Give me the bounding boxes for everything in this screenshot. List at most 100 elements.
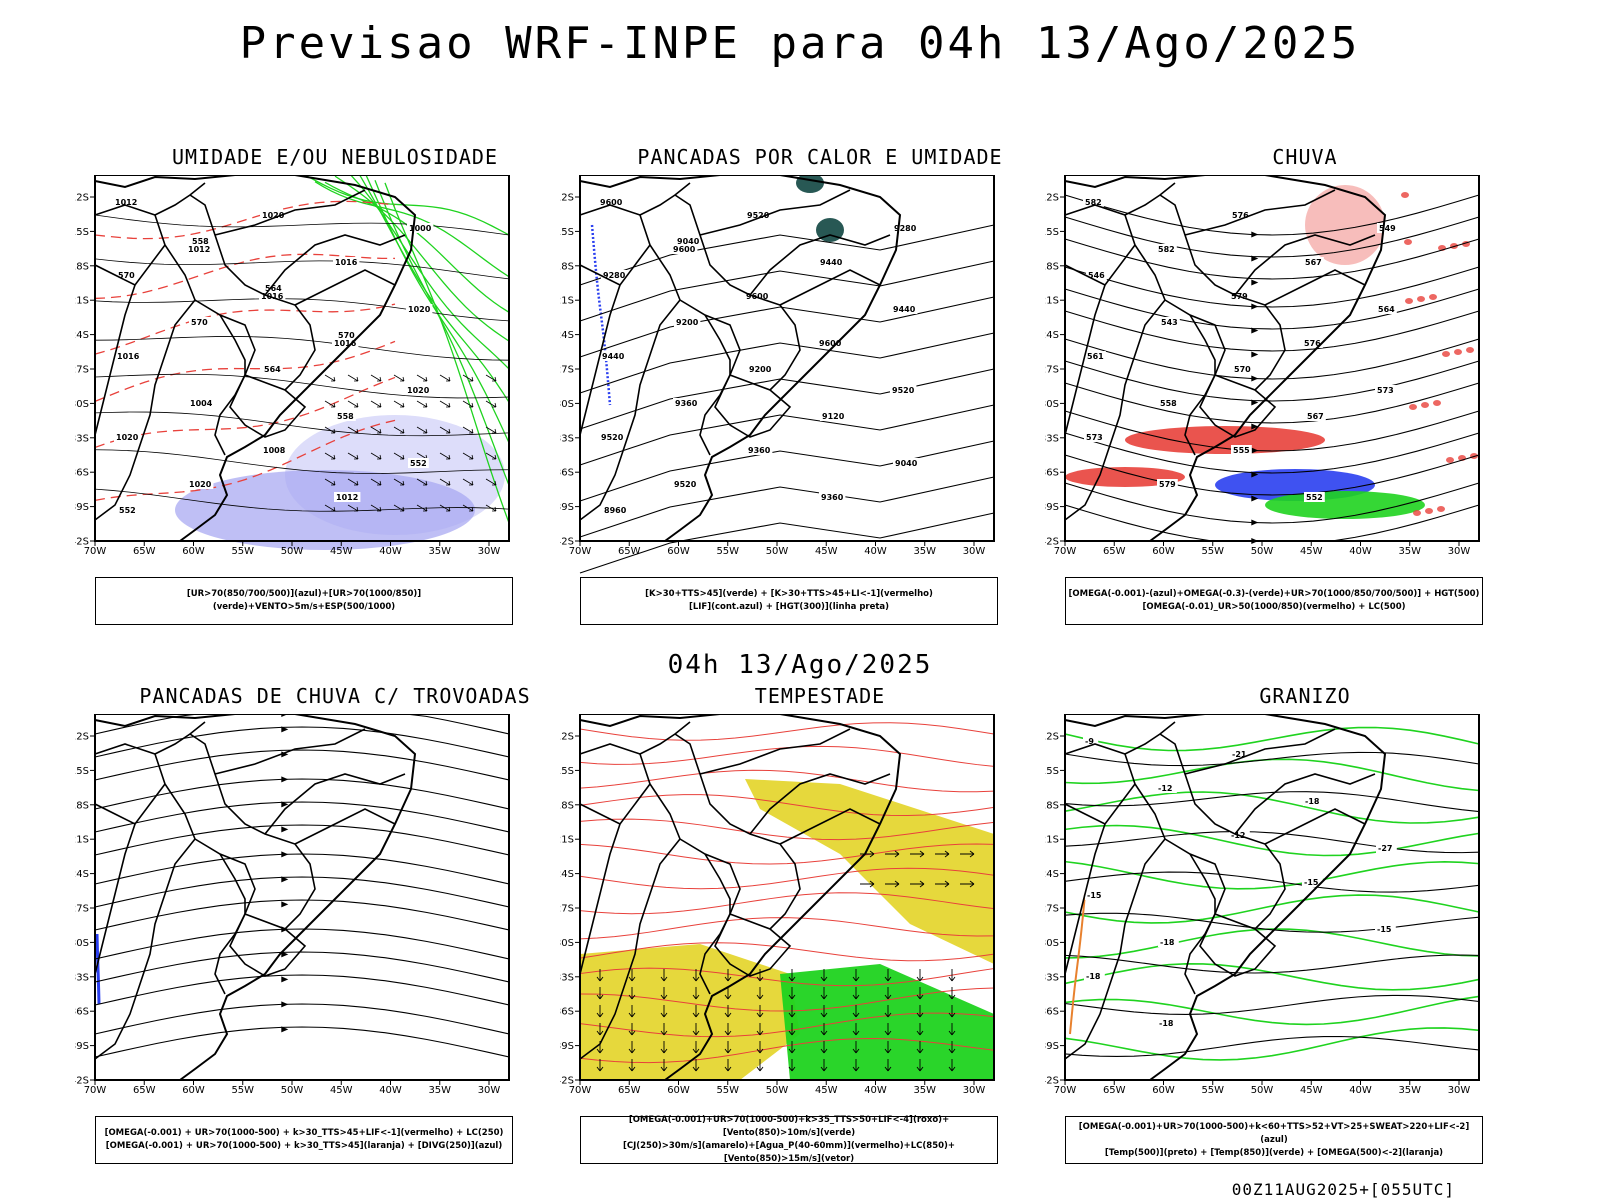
wind-vector xyxy=(439,374,451,382)
streamline-arrow xyxy=(1251,279,1259,286)
wind-vector xyxy=(347,504,359,512)
temp-500-contour xyxy=(1064,1035,1480,1058)
jet-area xyxy=(745,779,994,964)
pressure-contour xyxy=(94,258,510,280)
streamline-850 xyxy=(579,843,995,865)
lat-tick-label: 30S xyxy=(560,399,574,410)
wind-vector xyxy=(596,969,604,982)
country-border xyxy=(674,194,801,391)
height-contour xyxy=(579,404,995,466)
streamline-arrow xyxy=(1251,471,1259,478)
contour-label: 9360 xyxy=(821,493,844,502)
contour-label-bg xyxy=(1376,843,1397,853)
instability-patch xyxy=(816,218,844,242)
country-border xyxy=(1199,913,1277,977)
contour-label-bg xyxy=(891,304,918,314)
country-border xyxy=(94,721,206,755)
wind-vector xyxy=(439,400,451,408)
lon-tick-label: 30W xyxy=(478,1085,501,1096)
wind-vector xyxy=(916,1059,924,1072)
wind-vector xyxy=(910,880,925,888)
wind-vector xyxy=(724,1041,732,1054)
caption-line: [LIF](cont.azul) + [HGT(300)](linha pret… xyxy=(688,602,890,612)
lon-tick-label: 45W xyxy=(815,546,838,557)
contour-label-bg xyxy=(116,270,137,280)
contour-label: -18 xyxy=(1305,797,1320,806)
lat-tick-label: 18S xyxy=(1045,261,1059,272)
lat-tick-label: 30S xyxy=(560,938,574,949)
lon-tick-label: 70W xyxy=(1054,546,1077,557)
rain-speck xyxy=(1429,294,1437,300)
jet-area xyxy=(580,944,800,1080)
streamline-arrow xyxy=(1251,231,1259,238)
streamline xyxy=(1064,288,1480,330)
wind-vector xyxy=(439,426,451,434)
contour-label-bg xyxy=(1156,244,1177,254)
lat-tick-label: 21S xyxy=(560,296,574,307)
lon-tick-label: 65W xyxy=(618,546,641,557)
rain-speck xyxy=(1405,298,1413,304)
rain-speck xyxy=(1442,351,1450,357)
lon-tick-label: 60W xyxy=(667,546,690,557)
wind-vector xyxy=(628,1005,636,1018)
country-border xyxy=(1124,753,1226,995)
wind-vector xyxy=(852,1041,860,1054)
wind-vector xyxy=(324,374,336,382)
lon-tick-label: 35W xyxy=(1398,546,1421,557)
lat-tick-label: 12S xyxy=(75,193,89,204)
country-border xyxy=(94,783,166,826)
wind-vector xyxy=(885,880,900,888)
streamline xyxy=(94,1003,510,1035)
omega-contour xyxy=(1069,893,1086,1035)
contour-label: 1020 xyxy=(116,433,139,442)
thickness-contour xyxy=(94,376,396,449)
contour-label-bg xyxy=(893,458,920,468)
contour-label: 567 xyxy=(1305,258,1322,267)
lon-tick-label: 55W xyxy=(716,546,739,557)
lat-tick-label: 21S xyxy=(1045,835,1059,846)
wind-vector xyxy=(820,1005,828,1018)
caption-line: [OMEGA(-0.001) + UR>70(1000-500) + k>30_… xyxy=(104,1128,504,1138)
wind-vector xyxy=(596,987,604,1000)
country-border xyxy=(94,823,136,975)
contour-label: 9040 xyxy=(895,459,918,468)
panel-title: PANCADAS POR CALOR E UMIDADE xyxy=(637,145,1003,169)
rain-speck xyxy=(1404,239,1412,245)
lon-tick-label: 50W xyxy=(1251,546,1274,557)
pressure-contour xyxy=(94,488,510,512)
wind-vector xyxy=(788,1023,796,1036)
lon-tick-label: 30W xyxy=(1448,546,1471,557)
temp-850-contour xyxy=(1064,860,1480,890)
contour-label: 573 xyxy=(1377,386,1394,395)
lat-tick-label: 33S xyxy=(560,433,574,444)
lon-tick-label: 30W xyxy=(963,1085,986,1096)
streamline-arrow xyxy=(1251,375,1259,382)
lon-tick-label: 30W xyxy=(963,546,986,557)
streamline-850 xyxy=(579,794,995,817)
divergence-contour xyxy=(95,933,101,1005)
streamline xyxy=(94,951,510,983)
lat-tick-label: 15S xyxy=(75,227,89,238)
contour-label: 9360 xyxy=(748,446,771,455)
map-pancadas-trovoadas: 12S 15S 18S 21S 24S 27S 30S 33S 36S 39S 42S70W 65W 6… xyxy=(75,714,510,1096)
lat-tick-label: 24S xyxy=(75,330,89,341)
lat-tick-label: 42S xyxy=(75,537,89,548)
panel-title: GRANIZO xyxy=(1259,684,1351,708)
wind-vector xyxy=(948,969,956,982)
panel-umidade: UMIDADE E/OU NEBULOSIDADE 1012 1012 1016 10… xyxy=(75,145,575,635)
wind-vector xyxy=(756,1023,764,1036)
run-info-label: 00Z11AUG2025+[055UTC] xyxy=(1231,1180,1455,1199)
streamline-850 xyxy=(579,942,995,962)
contour-label-bg xyxy=(187,479,214,489)
lat-tick-label: 18S xyxy=(1045,800,1059,811)
wind-vector xyxy=(370,452,382,460)
lat-tick-label: 12S xyxy=(1045,732,1059,743)
contour-label-bg xyxy=(746,445,773,455)
pressure-contour xyxy=(94,298,510,322)
contour-label-bg xyxy=(600,351,627,361)
streamline-arrow xyxy=(1251,423,1259,430)
wind-vector xyxy=(852,987,860,1000)
wind-vector xyxy=(628,1041,636,1054)
contour-label: -9 xyxy=(1085,737,1094,746)
wind-vector xyxy=(884,1023,892,1036)
